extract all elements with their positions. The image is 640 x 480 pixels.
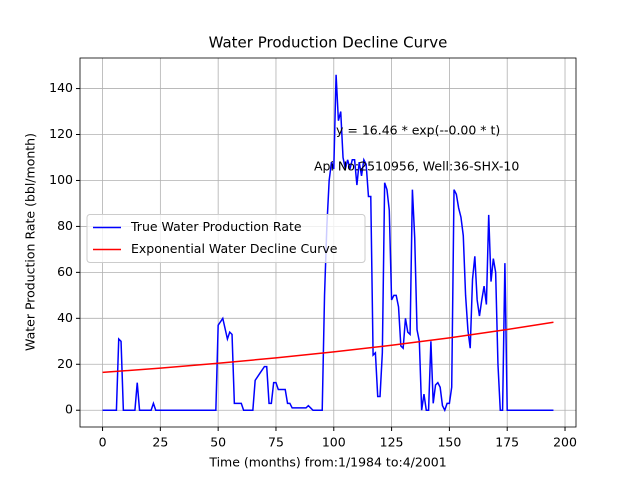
y-tick-label: 40 xyxy=(57,310,73,325)
y-axis-label: Water Production Rate (bbl/month) xyxy=(23,133,38,351)
x-tick-label: 50 xyxy=(210,435,226,450)
y-tick-label: 80 xyxy=(57,218,73,233)
plot-frame xyxy=(79,57,577,428)
annotation: Api No:2510956, Well:36-SHX-10 xyxy=(314,159,519,174)
y-tick-label: 0 xyxy=(65,402,73,417)
x-tick-label: 75 xyxy=(268,435,284,450)
y-tick-label: 60 xyxy=(57,264,73,279)
legend-box xyxy=(86,214,366,263)
data-line xyxy=(102,74,554,413)
legend-label: Exponential Water Decline Curve xyxy=(131,241,338,256)
y-tick-label: 100 xyxy=(49,172,73,187)
legend-label: True Water Production Rate xyxy=(130,219,302,234)
chart-title: Water Production Decline Curve xyxy=(209,34,448,52)
y-tick-label: 120 xyxy=(49,126,73,141)
annotation: y = 16.46 * exp(--0.00 * t) xyxy=(336,123,500,138)
x-tick-label: 125 xyxy=(380,435,404,450)
y-tick-label: 140 xyxy=(49,80,73,95)
x-tick-label: 200 xyxy=(553,435,577,450)
x-tick-label: 25 xyxy=(152,435,168,450)
x-axis-label: Time (months) from:1/1984 to:4/2001 xyxy=(208,455,446,470)
x-tick-label: 100 xyxy=(322,435,346,450)
x-tick-label: 175 xyxy=(495,435,519,450)
data-line xyxy=(102,321,554,374)
x-tick-label: 0 xyxy=(99,435,107,450)
y-tick-label: 20 xyxy=(57,356,73,371)
x-tick-label: 150 xyxy=(437,435,461,450)
